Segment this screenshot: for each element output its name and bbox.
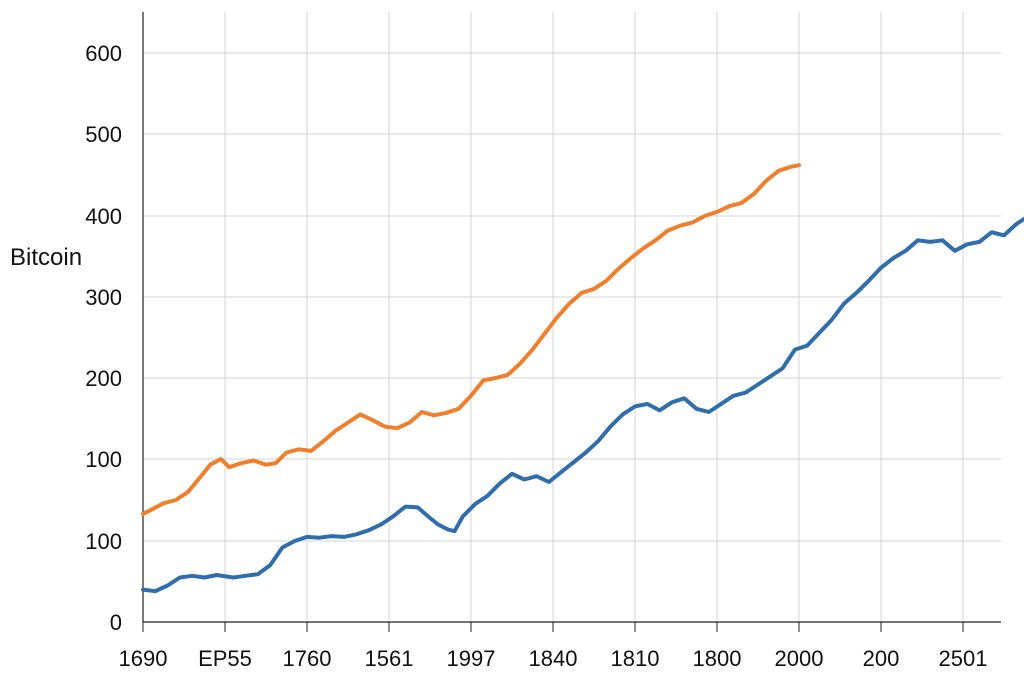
y-tick-label: 300 — [85, 285, 122, 310]
x-tick-label: 1760 — [283, 646, 332, 671]
series-line-blue — [141, 216, 1024, 594]
x-tick-label: 1561 — [365, 646, 414, 671]
x-tick-label: EP55 — [198, 646, 252, 671]
x-tick-label: 1997 — [447, 646, 496, 671]
y-tick-label: 200 — [85, 366, 122, 391]
y-tick-label: 100 — [85, 447, 122, 472]
y-tick-label: 600 — [85, 41, 122, 66]
x-tick-label: 1810 — [611, 646, 660, 671]
x-tick-label: 200 — [863, 646, 900, 671]
x-tick-label: 1840 — [529, 646, 578, 671]
axis-lines — [142, 12, 1001, 623]
grid-lines — [143, 12, 1001, 622]
x-tick-label: 2000 — [775, 646, 824, 671]
x-axis-ticks: 1690 EP55 1760 1561 1997 1840 1810 1800 2000 200 2… — [119, 622, 988, 671]
series-lines — [141, 163, 1024, 594]
x-tick-label: 1690 — [119, 646, 168, 671]
x-tick-label: 2501 — [939, 646, 988, 671]
y-axis-ticks: 0 100 100 200 300 400 500 600 — [85, 41, 122, 635]
y-axis-title: Bitcoin — [10, 244, 82, 271]
y-tick-label: 400 — [85, 204, 122, 229]
x-tick-label: 1800 — [693, 646, 742, 671]
y-tick-label: 0 — [110, 610, 122, 635]
y-tick-label: 500 — [85, 122, 122, 147]
y-tick-label: 100 — [85, 529, 122, 554]
series-line-orange — [141, 163, 801, 516]
